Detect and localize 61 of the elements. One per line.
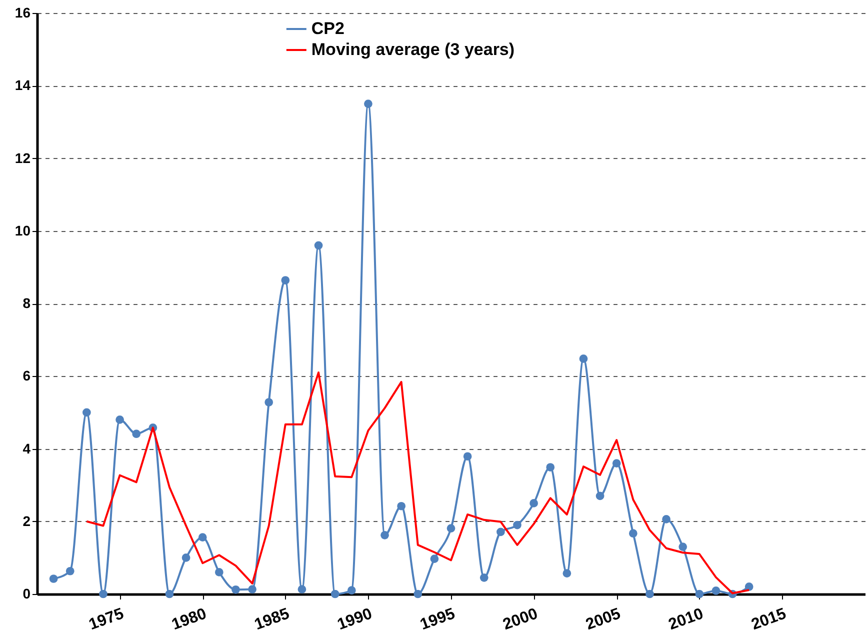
- point: [695, 590, 704, 598]
- point: [744, 582, 754, 591]
- point: [678, 542, 688, 551]
- point: [712, 586, 720, 595]
- point: [364, 100, 372, 108]
- point: [480, 573, 488, 582]
- y-tick-label: 0: [22, 586, 31, 602]
- point: [82, 408, 91, 417]
- point: [530, 499, 538, 508]
- x-tick-label: 1980: [170, 605, 210, 634]
- point: [397, 502, 406, 510]
- point: [248, 585, 256, 594]
- point: [116, 416, 124, 424]
- point: [646, 590, 654, 598]
- point: [347, 586, 356, 595]
- point: [49, 574, 58, 583]
- point: [132, 430, 141, 438]
- x-tick-label: 1990: [335, 605, 375, 634]
- point: [99, 590, 108, 598]
- point: [579, 354, 588, 363]
- point: [232, 585, 240, 594]
- point: [281, 276, 290, 284]
- point: [182, 554, 190, 562]
- point: [314, 241, 323, 250]
- x-tick-label: 2010: [666, 605, 706, 634]
- x-tick-label: 2000: [500, 605, 540, 634]
- x-tick-label: 1975: [86, 605, 126, 634]
- point: [198, 533, 207, 542]
- y-tick-label: 2: [22, 512, 31, 529]
- point: [298, 585, 306, 594]
- legend-label: Moving average (3 years): [311, 40, 515, 59]
- point: [66, 566, 74, 576]
- point: [546, 463, 555, 472]
- point: [430, 554, 439, 563]
- y-tick-label: 6: [22, 368, 31, 384]
- point: [165, 590, 174, 598]
- y-tick-label: 12: [14, 150, 31, 166]
- point: [612, 459, 621, 468]
- y-tick-label: 16: [14, 4, 31, 20]
- point: [380, 531, 389, 540]
- point: [513, 520, 522, 530]
- point: [264, 398, 274, 406]
- y-tick-label: 4: [22, 440, 31, 456]
- point: [562, 569, 572, 578]
- point: [214, 568, 224, 576]
- point: [414, 590, 422, 598]
- point: [496, 528, 505, 536]
- point: [662, 515, 670, 524]
- y-tick-label: 10: [14, 222, 31, 238]
- point: [446, 524, 456, 532]
- x-tick-label: 1985: [252, 605, 292, 634]
- legend-label: CP2: [311, 19, 344, 38]
- x-tick-label: 2005: [584, 605, 624, 634]
- x-tick-label: 1995: [418, 605, 458, 634]
- y-tick-label: 8: [22, 295, 31, 311]
- point: [330, 590, 340, 598]
- point: [596, 492, 604, 500]
- point: [628, 529, 638, 538]
- y-tick-label: 14: [14, 77, 31, 94]
- x-tick-label: 2015: [749, 605, 789, 634]
- point: [463, 452, 472, 461]
